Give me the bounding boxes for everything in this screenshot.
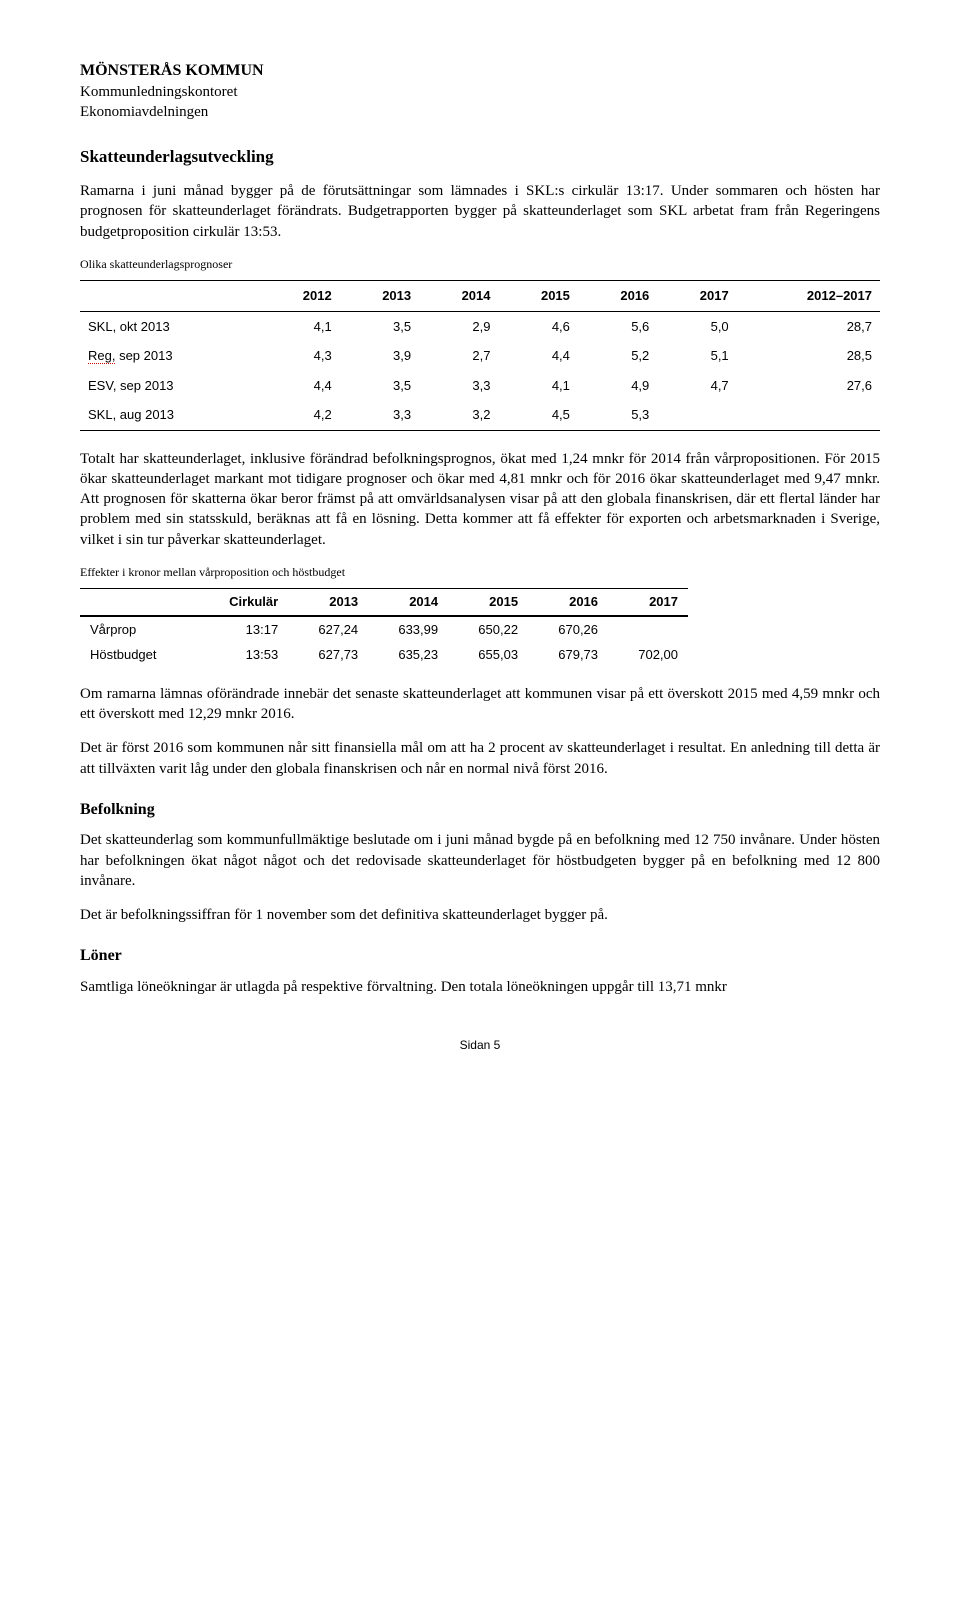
paragraph-totalt: Totalt har skatteunderlaget, inklusive f…	[80, 449, 880, 550]
table-cell: 2,7	[419, 341, 498, 371]
table-row: Vårprop13:17627,24633,99650,22670,26	[80, 616, 688, 643]
table-cell: 13:17	[196, 616, 288, 643]
table-cell: 3,5	[340, 311, 419, 341]
col-header: 2017	[657, 280, 736, 311]
table-cell: 28,7	[737, 311, 880, 341]
table-cell: 13:53	[196, 642, 288, 668]
table-cell: 3,9	[340, 341, 419, 371]
table-cell: 4,1	[499, 371, 578, 401]
table-cell: 4,2	[260, 400, 339, 430]
table-cell: 4,3	[260, 341, 339, 371]
col-header: 2016	[528, 589, 608, 616]
paragraph-ramarna: Om ramarna lämnas oförändrade innebär de…	[80, 684, 880, 725]
table-cell: 3,3	[419, 371, 498, 401]
table-cell: 5,0	[657, 311, 736, 341]
table-cell: 635,23	[368, 642, 448, 668]
table-cell: 702,00	[608, 642, 688, 668]
table-cell: 670,26	[528, 616, 608, 643]
table-cell: 655,03	[448, 642, 528, 668]
table-cell: Vårprop	[80, 616, 196, 643]
table-cell: 3,3	[340, 400, 419, 430]
section-title-loner: Löner	[80, 945, 880, 967]
table-cell: 679,73	[528, 642, 608, 668]
table-cell: 5,2	[578, 341, 657, 371]
table-cell: 28,5	[737, 341, 880, 371]
table-cell	[608, 616, 688, 643]
table-header-row: Cirkulär 2013 2014 2015 2016 2017	[80, 589, 688, 616]
table-cell: 4,5	[499, 400, 578, 430]
col-header: 2013	[340, 280, 419, 311]
prognosis-table: 2012 2013 2014 2015 2016 2017 2012–2017 …	[80, 280, 880, 431]
org-department-2: Ekonomiavdelningen	[80, 102, 880, 122]
paragraph-befolkning-2: Det är befolkningssiffran för 1 november…	[80, 905, 880, 925]
table-label-effekter: Effekter i kronor mellan vårproposition …	[80, 564, 880, 580]
table-cell: 4,1	[260, 311, 339, 341]
table-cell	[737, 400, 880, 430]
col-header: 2012–2017	[737, 280, 880, 311]
table-cell	[657, 400, 736, 430]
col-header: 2014	[419, 280, 498, 311]
table-cell: 5,6	[578, 311, 657, 341]
org-department-1: Kommunledningskontoret	[80, 82, 880, 102]
paragraph-loner: Samtliga löneökningar är utlagda på resp…	[80, 977, 880, 997]
paragraph-forst2016: Det är först 2016 som kommunen når sitt …	[80, 738, 880, 779]
table-cell: 4,6	[499, 311, 578, 341]
table-row: Höstbudget13:53627,73635,23655,03679,737…	[80, 642, 688, 668]
section-title-skatteunderlag: Skatteunderlagsutveckling	[80, 146, 880, 169]
col-header	[80, 589, 196, 616]
page-number: Sidan 5	[80, 1037, 880, 1053]
table-cell: 633,99	[368, 616, 448, 643]
table-cell: 2,9	[419, 311, 498, 341]
table-row: Reg, sep 20134,33,92,74,45,25,128,5	[80, 341, 880, 371]
col-header: 2014	[368, 589, 448, 616]
document-header: MÖNSTERÅS KOMMUN Kommunledningskontoret …	[80, 60, 880, 122]
table-cell: 3,5	[340, 371, 419, 401]
table-cell: Höstbudget	[80, 642, 196, 668]
org-name: MÖNSTERÅS KOMMUN	[80, 60, 880, 82]
table-cell: SKL, aug 2013	[80, 400, 260, 430]
table-cell: ESV, sep 2013	[80, 371, 260, 401]
table-cell: 627,24	[288, 616, 368, 643]
table-cell: 4,4	[499, 341, 578, 371]
table-cell: 4,9	[578, 371, 657, 401]
table-cell: 627,73	[288, 642, 368, 668]
col-header: 2013	[288, 589, 368, 616]
col-header: Cirkulär	[196, 589, 288, 616]
col-header: 2017	[608, 589, 688, 616]
table-cell: 5,3	[578, 400, 657, 430]
col-header: 2015	[448, 589, 528, 616]
col-header: 2015	[499, 280, 578, 311]
col-header	[80, 280, 260, 311]
table-cell: 3,2	[419, 400, 498, 430]
table-cell: SKL, okt 2013	[80, 311, 260, 341]
table-row: SKL, okt 20134,13,52,94,65,65,028,7	[80, 311, 880, 341]
table-cell: 4,4	[260, 371, 339, 401]
table-cell: 4,7	[657, 371, 736, 401]
table-header-row: 2012 2013 2014 2015 2016 2017 2012–2017	[80, 280, 880, 311]
table-cell: 27,6	[737, 371, 880, 401]
table-label-prognoser: Olika skatteunderlagsprognoser	[80, 256, 880, 272]
table-cell: 650,22	[448, 616, 528, 643]
paragraph-befolkning-1: Det skatteunderlag som kommunfullmäktige…	[80, 830, 880, 891]
table-cell: Reg, sep 2013	[80, 341, 260, 371]
section-title-befolkning: Befolkning	[80, 799, 880, 821]
table-row: SKL, aug 20134,23,33,24,55,3	[80, 400, 880, 430]
col-header: 2016	[578, 280, 657, 311]
table-row: ESV, sep 20134,43,53,34,14,94,727,6	[80, 371, 880, 401]
col-header: 2012	[260, 280, 339, 311]
table-cell: 5,1	[657, 341, 736, 371]
paragraph-intro: Ramarna i juni månad bygger på de föruts…	[80, 181, 880, 242]
effects-table: Cirkulär 2013 2014 2015 2016 2017 Vårpro…	[80, 588, 688, 668]
